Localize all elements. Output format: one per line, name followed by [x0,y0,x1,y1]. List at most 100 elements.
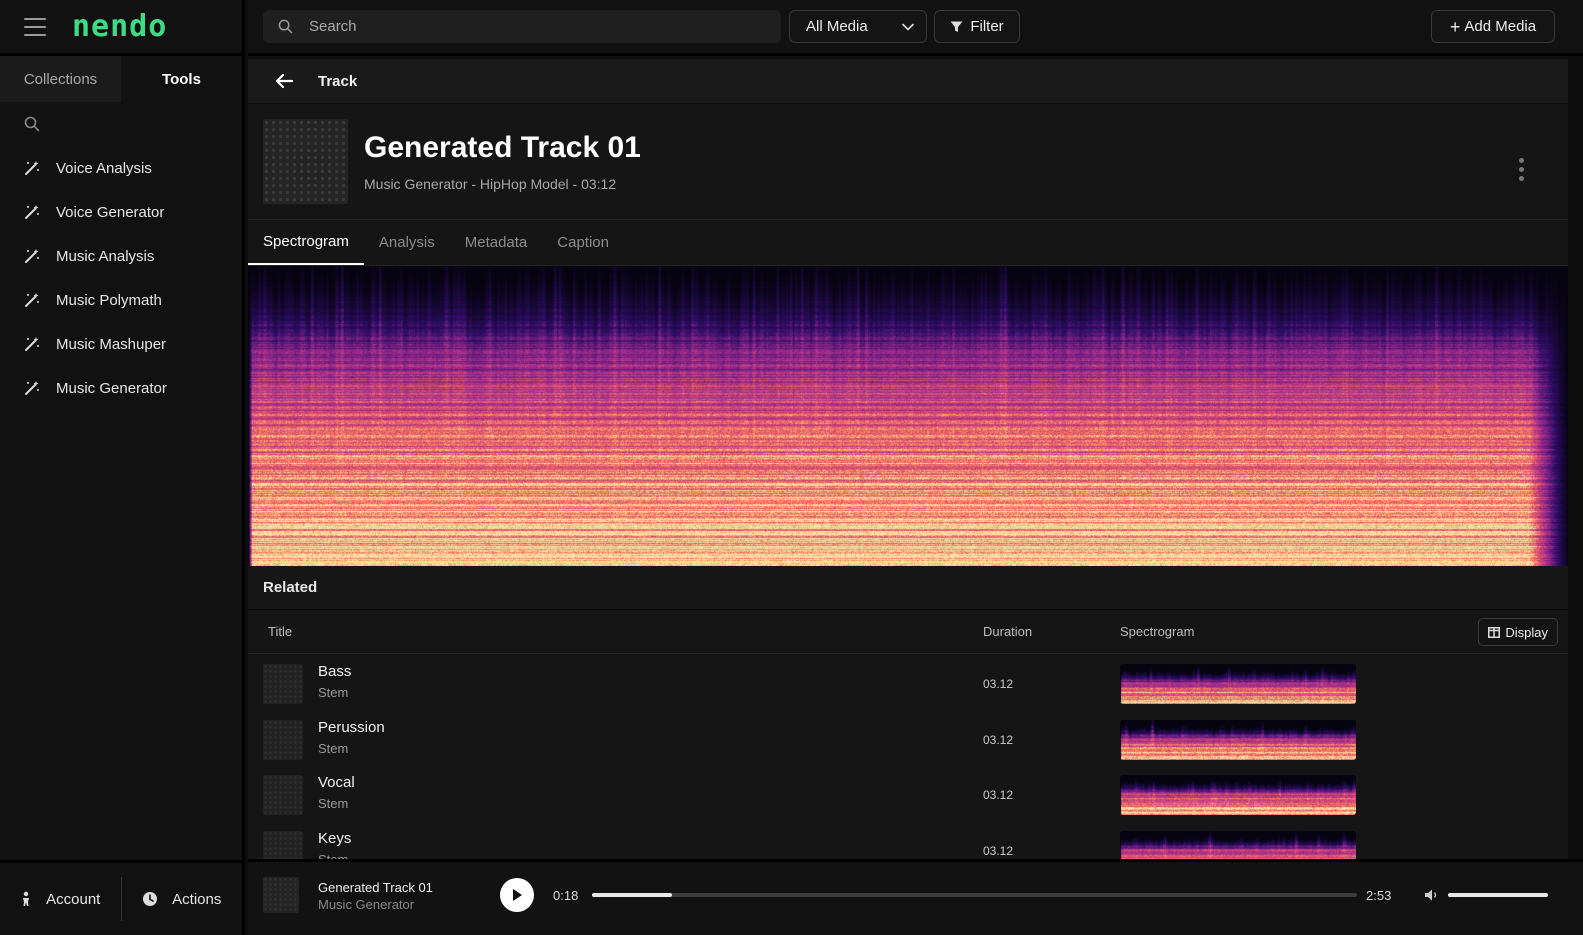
total-time: 2:53 [1366,888,1392,903]
tab-collections[interactable]: Collections [0,56,121,102]
progress-bar[interactable] [592,893,1357,897]
column-duration[interactable]: Duration [983,624,1033,639]
magic-wand-icon [25,249,39,263]
track-info: Generated Track 01 Music Generator - Hip… [364,131,641,192]
tab-spectrogram[interactable]: Spectrogram [248,219,364,265]
search-box[interactable] [263,10,781,43]
tool-item-label: Music Generator [56,379,167,397]
back-arrow-icon[interactable] [274,73,294,89]
progress-fill [592,893,672,897]
row-title: Keys [318,829,352,847]
track-subtitle: Music Generator - HipHop Model - 03:12 [364,176,617,192]
scrollbar[interactable] [1568,59,1583,859]
related-heading: Related [248,566,1568,610]
magic-wand-icon [25,381,39,395]
filter-icon [950,21,963,32]
row-type: Stem [318,740,349,756]
tool-item-label: Voice Analysis [56,159,152,177]
sidebar-search[interactable] [0,102,242,146]
media-select-value: All Media [806,18,868,35]
main-content: Track Generated Track 01 Music Generator… [248,59,1568,859]
row-duration: 03.12 [983,788,1014,802]
row-type: Stem [318,685,349,700]
tool-item-voice-generator[interactable]: Voice Generator [0,190,242,234]
tool-item-music-generator[interactable]: Music Generator [0,366,242,410]
account-button[interactable]: Account [0,877,121,921]
person-icon [23,891,30,906]
row-thumbnail [263,775,303,815]
row-thumbnail [263,830,303,859]
search-icon [24,116,40,132]
track-header: Generated Track 01 Music Generator - Hip… [248,104,1568,220]
volume-fill [1448,893,1548,897]
chevron-down-icon [902,23,914,31]
search-input[interactable] [309,18,749,35]
spectrogram-image [248,266,1568,566]
current-time: 0:18 [553,888,579,903]
row-spectrogram [1120,830,1356,859]
table-row[interactable]: Keys Stem 03.12 [248,821,1568,860]
add-media-label: Add Media [1464,18,1537,35]
tab-caption[interactable]: Caption [557,233,609,251]
magic-wand-icon [25,293,39,307]
tab-tools[interactable]: Tools [162,70,201,88]
row-title: Perussion [318,718,385,736]
row-thumbnail [263,719,303,760]
tool-item-label: Voice Generator [56,203,165,221]
volume-icon[interactable] [1424,888,1440,902]
tab-analysis[interactable]: Analysis [378,233,435,251]
media-type-select[interactable]: All Media [789,10,927,43]
divider [120,877,122,921]
column-spectrogram[interactable]: Spectrogram [1120,624,1195,639]
add-media-button[interactable]: + Add Media [1431,10,1555,43]
magic-wand-icon [25,161,39,175]
row-duration: 03.12 [983,677,1014,691]
row-thumbnail [263,664,303,704]
columns-icon [1488,626,1501,638]
hamburger-menu-icon[interactable] [24,17,46,36]
actions-button[interactable]: Actions [122,877,243,921]
table-row[interactable]: Perussion Stem 03.12 [248,710,1568,766]
row-spectrogram [1120,775,1356,815]
magic-wand-icon [25,337,39,351]
tool-item-label: Music Polymath [56,291,162,309]
filter-button[interactable]: Filter [934,10,1020,43]
table-row[interactable]: Vocal Stem 03.12 [248,765,1568,821]
tool-item-music-analysis[interactable]: Music Analysis [0,234,242,278]
display-label: Display [1505,624,1548,640]
display-button[interactable]: Display [1478,618,1558,646]
player-track-title: Generated Track 01 [318,880,433,895]
tool-item-music-polymath[interactable]: Music Polymath [0,278,242,322]
app-logo[interactable]: nendo [72,8,168,44]
tool-item-label: Music Analysis [56,247,155,265]
breadcrumb-title: Track [318,72,358,90]
tool-item-label: Music Mashuper [56,335,167,353]
column-title[interactable]: Title [268,624,293,639]
tool-item-music-mashuper[interactable]: Music Mashuper [0,322,242,366]
sidebar-tabs: Collections Tools [0,56,242,102]
player-track-subtitle: Music Generator [318,897,415,912]
row-title: Vocal [318,774,355,791]
play-button[interactable] [500,878,534,912]
actions-label: Actions [172,890,222,908]
row-duration: 03.12 [983,843,1014,858]
tool-item-voice-analysis[interactable]: Voice Analysis [0,146,242,190]
row-type: Stem [318,851,349,860]
magic-wand-icon [25,205,39,219]
row-duration: 03.12 [983,732,1014,747]
related-table-header: Title Duration Spectrogram Display [248,610,1568,654]
search-icon [278,19,293,34]
sidebar: nendo Collections Tools Voice Analysis V… [0,0,245,935]
row-spectrogram [1120,664,1356,704]
audio-player: Generated Track 01 Music Generator 0:18 … [248,859,1583,935]
player-thumbnail [263,877,299,913]
tab-metadata[interactable]: Metadata [464,233,528,251]
volume-slider[interactable] [1448,893,1548,897]
more-options-icon[interactable] [1519,158,1524,181]
table-row[interactable]: Bass Stem 03.12 [248,654,1568,710]
account-label: Account [46,890,101,908]
row-title: Bass [318,663,352,680]
play-icon [513,889,522,901]
row-type: Stem [318,796,349,811]
row-spectrogram [1120,719,1356,760]
